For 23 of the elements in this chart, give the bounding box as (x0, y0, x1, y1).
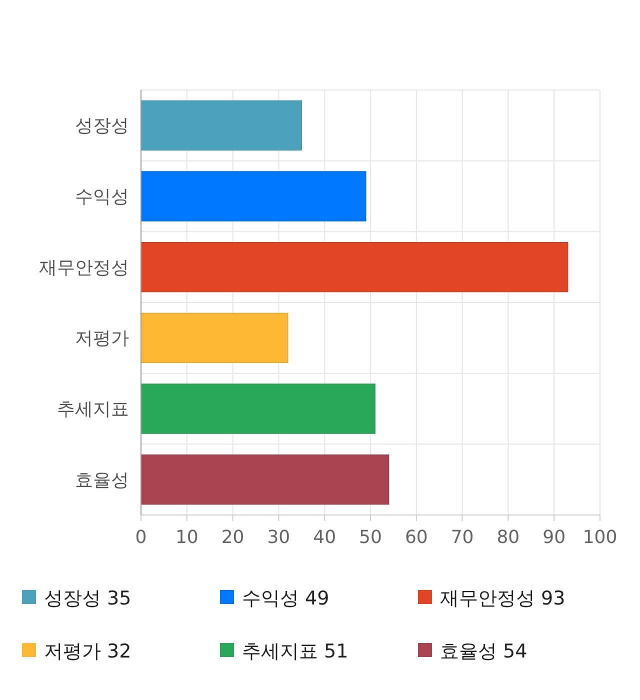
x-tick-label: 100 (582, 527, 618, 548)
x-tick-label: 30 (267, 527, 290, 548)
x-tick-label: 70 (450, 527, 474, 548)
legend-label: 재무안정성 93 (440, 588, 566, 610)
y-tick-label: 추세지표 (57, 399, 129, 420)
x-tick-label: 90 (542, 527, 566, 548)
y-tick-label: 효율성 (75, 470, 129, 491)
x-tick-label: 60 (404, 527, 428, 548)
legend-label: 성장성 35 (44, 588, 132, 610)
y-tick-label: 성장성 (75, 116, 129, 137)
legend-label: 효율성 54 (440, 640, 528, 663)
x-tick-label: 0 (135, 527, 147, 548)
x-tick-label: 20 (221, 527, 244, 548)
x-tick-label: 10 (175, 527, 198, 548)
y-tick-label: 수익성 (75, 186, 129, 208)
legend-label: 추세지표 51 (242, 640, 348, 663)
legend-label: 수익성 49 (242, 588, 330, 610)
x-tick-label: 50 (359, 527, 382, 548)
x-tick-label: 80 (496, 527, 520, 548)
y-tick-label: 저평가 (75, 328, 129, 350)
x-tick-label: 40 (313, 527, 336, 548)
y-tick-label: 재무안정성 (39, 257, 129, 278)
legend-label: 저평가 32 (44, 640, 132, 663)
